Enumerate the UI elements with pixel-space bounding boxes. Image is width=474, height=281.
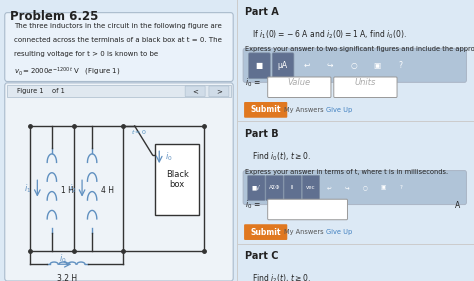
Text: AΣΦ: AΣΦ [269,185,280,190]
Text: Submit: Submit [251,105,281,114]
Text: ■: ■ [255,61,263,70]
FancyBboxPatch shape [247,175,265,201]
FancyBboxPatch shape [185,86,205,97]
Bar [155,144,200,215]
FancyBboxPatch shape [272,53,294,79]
Text: Express your answer in terms of t, where t is in milliseconds.: Express your answer in terms of t, where… [245,169,448,175]
Text: ?: ? [400,185,403,190]
Text: 1 H: 1 H [61,186,73,195]
Text: ▣: ▣ [381,185,386,190]
Text: ↩: ↩ [327,185,331,190]
Text: ↪: ↪ [327,61,333,70]
Text: ▣: ▣ [374,61,381,70]
Text: Find $i_0(t)$, $t \geq 0$.: Find $i_0(t)$, $t \geq 0$. [252,150,311,163]
Text: Give Up: Give Up [326,229,353,235]
FancyBboxPatch shape [5,13,233,81]
FancyBboxPatch shape [243,171,466,205]
Text: connected across the terminals of a black box at t = 0. The: connected across the terminals of a blac… [14,37,222,43]
Text: $i_2$: $i_2$ [69,182,76,195]
Text: >: > [216,88,222,94]
Text: $i_0$: $i_0$ [59,252,67,265]
Text: resulting voltage for t > 0 is known to be: resulting voltage for t > 0 is known to … [14,51,158,57]
Text: Find $i_2(t)$, $t \geq 0$.: Find $i_2(t)$, $t \geq 0$. [252,273,311,281]
Text: The three inductors in the circuit in the following figure are: The three inductors in the circuit in th… [14,23,222,29]
Text: Value: Value [288,78,311,87]
Text: Problem 6.25: Problem 6.25 [9,10,98,23]
Text: ?: ? [399,61,403,70]
FancyBboxPatch shape [268,77,331,98]
Text: Part B: Part B [245,129,279,139]
Text: $v_0 = 2000e^{-1200t}$ V   (Figure 1): $v_0 = 2000e^{-1200t}$ V (Figure 1) [14,65,121,77]
Text: μA: μA [278,61,288,70]
FancyBboxPatch shape [244,224,287,240]
FancyBboxPatch shape [334,77,397,98]
FancyBboxPatch shape [268,199,347,220]
Text: Give Up: Give Up [326,107,353,113]
Text: ■√: ■√ [252,185,261,190]
Text: My Answers: My Answers [284,229,324,235]
FancyBboxPatch shape [209,86,229,97]
Text: $i_0$ =: $i_0$ = [245,199,261,211]
Text: ↪: ↪ [345,185,349,190]
Text: $i_1$: $i_1$ [24,182,31,195]
FancyBboxPatch shape [244,102,287,118]
Text: A: A [455,201,460,210]
Text: Black
box: Black box [166,170,189,189]
Text: If $i_1(0) = -6$ A and $i_2(0) = 1$ A, find $i_0(0)$.: If $i_1(0) = -6$ A and $i_2(0) = 1$ A, f… [252,28,407,40]
FancyBboxPatch shape [284,175,301,201]
FancyBboxPatch shape [302,175,319,201]
Text: $i_0$ =: $i_0$ = [245,77,261,89]
FancyBboxPatch shape [5,83,233,281]
FancyBboxPatch shape [248,53,270,79]
Text: ○: ○ [350,61,357,70]
Text: Figure 1: Figure 1 [17,88,43,94]
Text: Part C: Part C [245,251,279,262]
Text: My Answers: My Answers [284,107,324,113]
Text: $t=0$: $t=0$ [131,128,147,136]
Text: Express your answer to two significant figures and include the appropriate units: Express your answer to two significant f… [245,46,474,52]
Text: Part A: Part A [245,7,279,17]
FancyBboxPatch shape [243,48,466,82]
Text: Units: Units [355,78,376,87]
Text: <: < [192,88,198,94]
Text: ○: ○ [363,185,367,190]
Text: 3.2 H: 3.2 H [57,274,78,281]
FancyBboxPatch shape [7,85,231,97]
Text: 4 H: 4 H [101,186,114,195]
Text: ↩: ↩ [303,61,310,70]
Text: II: II [291,185,294,190]
Text: of 1: of 1 [52,88,65,94]
Text: $i_0$: $i_0$ [165,151,173,164]
FancyBboxPatch shape [266,175,283,201]
Text: Submit: Submit [251,228,281,237]
Text: vec: vec [306,185,316,190]
